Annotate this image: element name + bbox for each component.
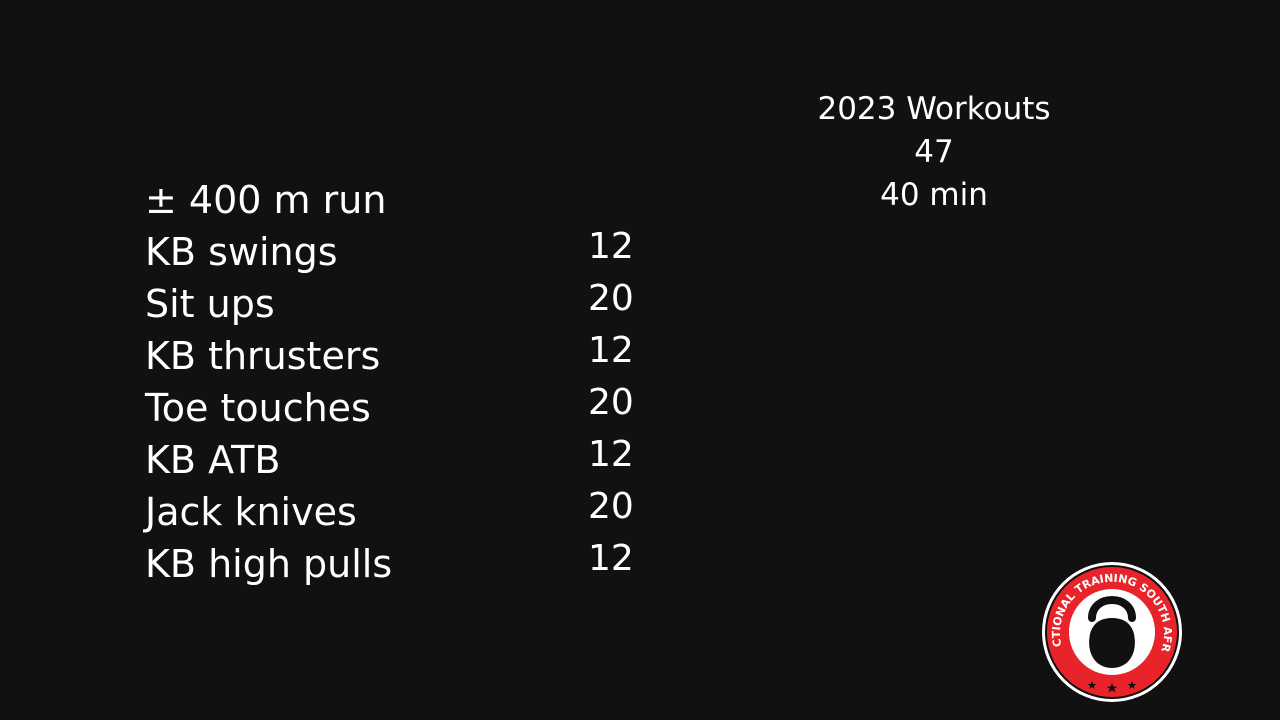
exercise-reps: 12 [588, 330, 634, 371]
exercise-reps: 12 [588, 538, 634, 579]
exercise-reps: 12 [588, 434, 634, 475]
exercise-row: Jack knives 20 [145, 486, 705, 538]
exercise-name: Toe touches [145, 386, 371, 430]
workout-header: 2023 Workouts 47 40 min [784, 88, 1084, 217]
exercise-row: Toe touches 20 [145, 382, 705, 434]
exercise-name: KB thrusters [145, 334, 381, 378]
exercise-row: KB swings 12 [145, 226, 705, 278]
exercise-reps: 12 [588, 226, 634, 267]
exercise-name: Jack knives [145, 490, 357, 534]
exercise-name: KB swings [145, 230, 338, 274]
exercise-name: KB high pulls [145, 542, 393, 586]
exercise-reps: 20 [588, 486, 634, 527]
exercise-row: KB high pulls 12 [145, 538, 705, 590]
workout-duration: 40 min [880, 177, 988, 213]
exercise-list: ± 400 m run KB swings 12 Sit ups 20 KB t… [145, 174, 705, 590]
exercise-name: KB ATB [145, 438, 281, 482]
exercise-name: ± 400 m run [145, 178, 387, 222]
exercise-name: Sit ups [145, 282, 275, 326]
workout-number: 47 [914, 134, 954, 170]
exercise-row: Sit ups 20 [145, 278, 705, 330]
exercise-row: KB thrusters 12 [145, 330, 705, 382]
exercise-row: KB ATB 12 [145, 434, 705, 486]
exercise-reps: 20 [588, 278, 634, 319]
workout-series-title: 2023 Workouts [817, 91, 1051, 127]
exercise-row: ± 400 m run [145, 174, 705, 226]
kettlebell-icon [1088, 596, 1136, 668]
exercise-reps: 20 [588, 382, 634, 423]
star-icons [1087, 681, 1137, 693]
functional-training-logo: FUNCTIONAL TRAINING SOUTH AFRICA [1040, 560, 1182, 702]
